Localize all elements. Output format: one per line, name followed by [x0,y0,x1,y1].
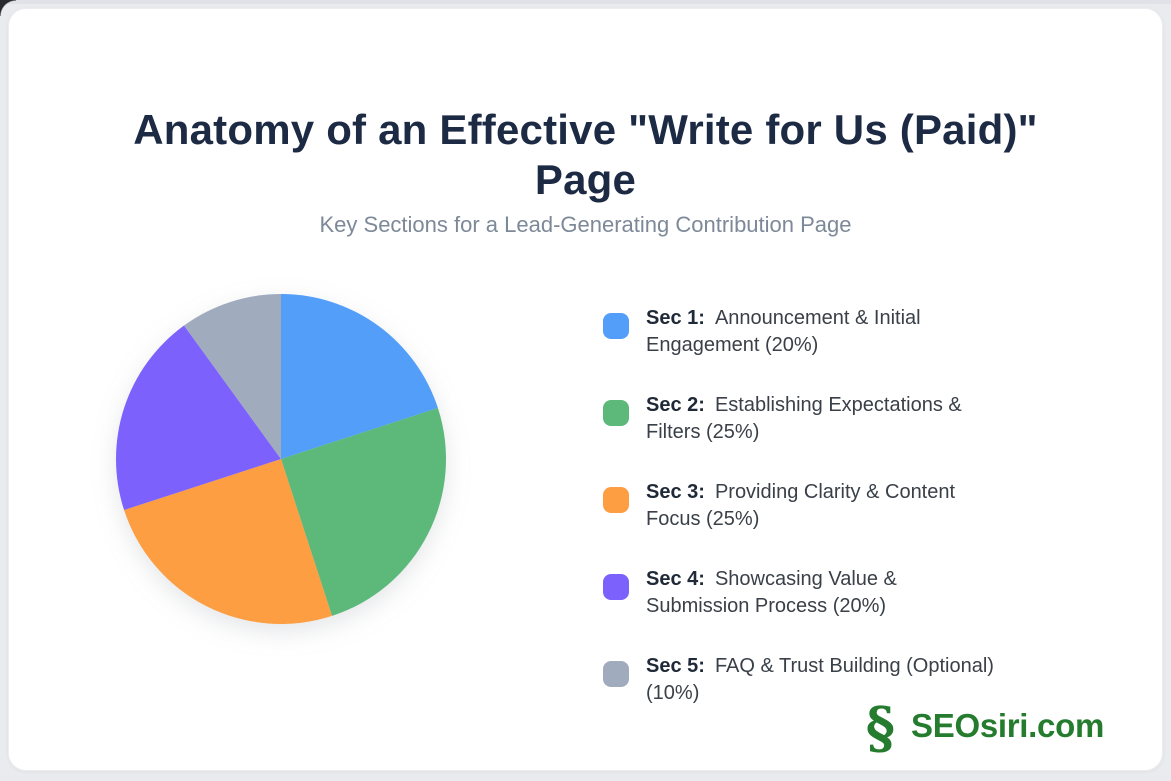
legend-label: Sec 3: Providing Clarity & Content Focus … [646,479,955,533]
legend-item-sec4: Sec 4: Showcasing Value & Submission Proc… [603,566,1073,620]
legend-item-sec3: Sec 3: Providing Clarity & Content Focus … [603,479,1073,533]
brand-logo: § SEOsiri.com [865,695,1105,761]
legend-swatch-sec4 [603,574,629,600]
page-title: Anatomy of an Effective "Write for Us (P… [133,106,1038,204]
page-subtitle: Key Sections for a Lead-Generating Contr… [319,212,852,237]
legend-item-sec2: Sec 2: Establishing Expectations & Filter… [603,392,1073,446]
pie-chart-svg [116,294,446,624]
seosiri-logo-icon: § [865,695,896,761]
screen-rounded-corner [0,0,16,16]
legend-label-text: Establishing Expectations & Filters (25%… [646,394,962,443]
chart-legend: Sec 1: Announcement & Initial Engagement … [603,305,1073,740]
legend-label-bold: Sec 4: [646,568,705,590]
legend-label-text: Showcasing Value & Submission Process (2… [646,568,897,617]
legend-label-bold: Sec 5: [646,655,705,677]
pie-chart [116,294,446,624]
legend-label: Sec 4: Showcasing Value & Submission Proc… [646,566,897,620]
background-top-strip [0,0,1171,4]
pie-slice-5 [184,294,281,459]
legend-label: Sec 2: Establishing Expectations & Filter… [646,392,962,446]
legend-item-sec5: Sec 5: FAQ & Trust Building (Optional) (1… [603,653,1073,707]
pie-slice-1 [281,294,438,459]
legend-item-sec1: Sec 1: Announcement & Initial Engagement … [603,305,1073,359]
legend-label: Sec 1: Announcement & Initial Engagement … [646,305,921,359]
pie-slice-2 [281,408,446,616]
legend-swatch-sec3 [603,487,629,513]
legend-label-bold: Sec 3: [646,481,705,503]
legend-swatch-sec1 [603,313,629,339]
legend-label-text: FAQ & Trust Building (Optional) (10%) [646,655,994,704]
legend-label-text: Announcement & Initial Engagement (20%) [646,307,921,356]
pie-slice-3 [124,459,332,624]
legend-label-bold: Sec 1: [646,307,705,329]
pie-slice-4 [116,325,282,510]
infographic-card: Anatomy of an Effective "Write for Us (P… [8,8,1163,771]
seosiri-logo-text: SEOsiri.com [911,707,1104,744]
legend-swatch-sec2 [603,400,629,426]
legend-label-bold: Sec 2: [646,394,705,416]
legend-swatch-sec5 [603,661,629,687]
legend-label-text: Providing Clarity & Content Focus (25%) [646,481,956,530]
legend-label: Sec 5: FAQ & Trust Building (Optional) (1… [646,653,994,707]
